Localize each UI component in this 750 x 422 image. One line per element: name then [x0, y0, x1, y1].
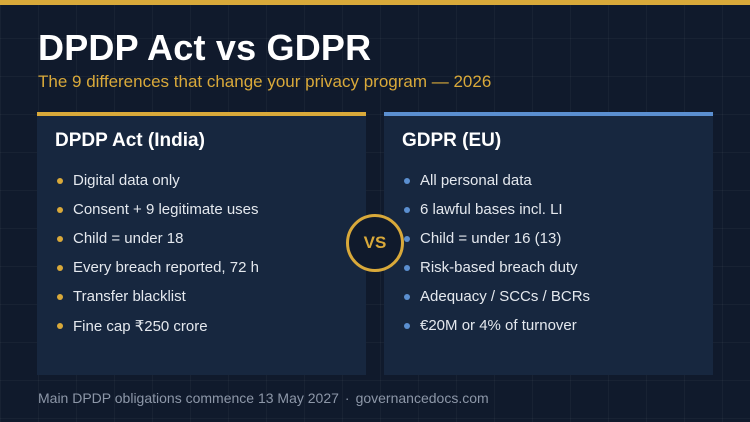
- dpdp-list: Digital data only Consent + 9 legitimate…: [57, 166, 259, 340]
- list-item: Fine cap ₹250 crore: [57, 311, 259, 340]
- footer: Main DPDP obligations commence 13 May 20…: [38, 390, 489, 406]
- footer-separator: ·: [344, 390, 350, 406]
- list-item: Child = under 18: [57, 224, 259, 253]
- bullet-dot-icon: [57, 235, 63, 242]
- list-item: Digital data only: [57, 166, 259, 195]
- list-item-text: 6 lawful bases incl. LI: [420, 201, 563, 218]
- list-item: Every breach reported, 72 h: [57, 253, 259, 282]
- list-item-text: Fine cap ₹250 crore: [73, 317, 208, 335]
- bullet-dot-icon: [57, 264, 63, 271]
- list-item-text: Every breach reported, 72 h: [73, 259, 259, 276]
- list-item-text: Child = under 18: [73, 230, 184, 247]
- list-item: 6 lawful bases incl. LI: [404, 195, 590, 224]
- bullet-dot-icon: [404, 177, 410, 184]
- gdpr-panel-heading: GDPR (EU): [402, 130, 502, 151]
- list-item: Transfer blacklist: [57, 282, 259, 311]
- list-item-text: All personal data: [420, 172, 532, 189]
- list-item-text: Risk-based breach duty: [420, 259, 578, 276]
- list-item: Adequacy / SCCs / BCRs: [404, 282, 590, 311]
- bullet-dot-icon: [404, 206, 410, 213]
- footer-site: governancedocs.com: [355, 390, 489, 406]
- list-item: Child = under 16 (13): [404, 224, 590, 253]
- bullet-dot-icon: [404, 322, 410, 329]
- list-item-text: Digital data only: [73, 172, 180, 189]
- vs-badge: VS: [346, 214, 404, 272]
- bullet-dot-icon: [404, 264, 410, 271]
- page-title: DPDP Act vs GDPR: [38, 27, 372, 68]
- footer-note: Main DPDP obligations commence 13 May 20…: [38, 390, 339, 406]
- bullet-dot-icon: [57, 177, 63, 184]
- list-item-text: €20M or 4% of turnover: [420, 317, 577, 334]
- bullet-dot-icon: [404, 235, 410, 242]
- dpdp-panel-heading: DPDP Act (India): [55, 130, 205, 151]
- bullet-dot-icon: [57, 293, 63, 300]
- top-accent-bar: [0, 0, 750, 5]
- list-item-text: Consent + 9 legitimate uses: [73, 201, 259, 218]
- gdpr-panel: GDPR (EU) All personal data 6 lawful bas…: [384, 112, 713, 375]
- dpdp-panel: DPDP Act (India) Digital data only Conse…: [37, 112, 366, 375]
- bullet-dot-icon: [57, 322, 63, 329]
- list-item: Risk-based breach duty: [404, 253, 590, 282]
- list-item: €20M or 4% of turnover: [404, 311, 590, 340]
- list-item-text: Transfer blacklist: [73, 288, 186, 305]
- gdpr-list: All personal data 6 lawful bases incl. L…: [404, 166, 590, 340]
- list-item-text: Child = under 16 (13): [420, 230, 562, 247]
- bullet-dot-icon: [404, 293, 410, 300]
- list-item-text: Adequacy / SCCs / BCRs: [420, 288, 591, 305]
- list-item: All personal data: [404, 166, 590, 195]
- page-subtitle: The 9 differences that change your priva…: [38, 72, 492, 91]
- bullet-dot-icon: [57, 206, 63, 213]
- list-item: Consent + 9 legitimate uses: [57, 195, 259, 224]
